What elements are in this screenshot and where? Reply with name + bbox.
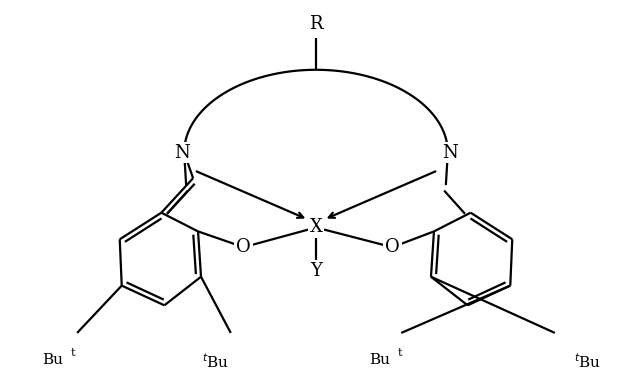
Text: Bu: Bu — [42, 353, 63, 367]
Text: R: R — [309, 15, 323, 33]
Text: $^t$Bu: $^t$Bu — [202, 353, 229, 372]
Text: t: t — [398, 348, 402, 358]
Text: O: O — [385, 238, 399, 256]
Text: N: N — [442, 144, 458, 162]
Text: t: t — [70, 348, 75, 358]
Text: X: X — [310, 218, 322, 236]
Text: Bu: Bu — [370, 353, 391, 367]
Text: $^t$Bu: $^t$Bu — [574, 353, 601, 372]
Text: O: O — [236, 238, 251, 256]
Text: Y: Y — [310, 262, 322, 280]
Text: N: N — [174, 144, 190, 162]
